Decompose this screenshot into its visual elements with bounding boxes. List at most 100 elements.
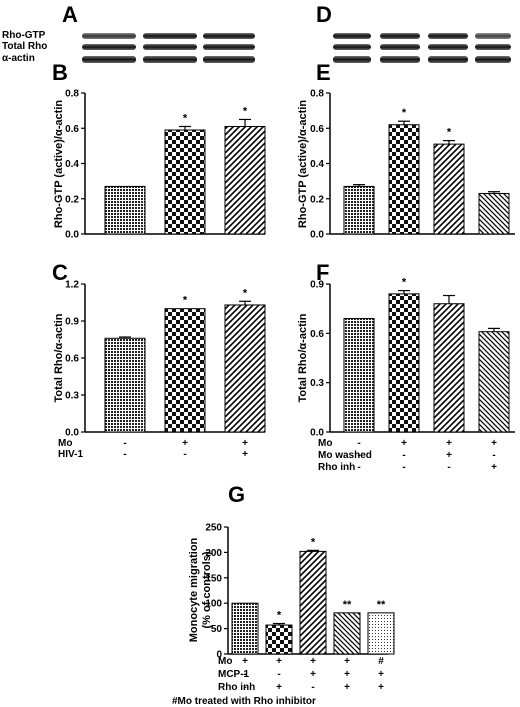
bar [164,129,206,235]
conditions-left: Mo - + +HIV-1- - + [58,438,248,460]
western-blot-a: Rho-GTP Total Rho α-actin [2,30,255,64]
panel-label-c: C [52,260,68,285]
chart-c: 0.0 0.3 0.6 0.9 1.2 Total Rho/α-actin * * [53,280,266,439]
y-tick-label: 0.3 [65,391,79,402]
significance-star: * [447,127,452,139]
y-tick-label: 0.2 [310,194,324,205]
y-axis-label: Total Rho/α-actin [297,313,309,402]
significance-star: * [311,536,316,548]
chart-g: 0 50 100 150 200 250 Monocyte migration(% of c… [188,523,395,661]
blot-label-total-rho: Total Rho [2,41,47,52]
condition-mark: - [277,669,280,680]
chart-f: 0.0 0.3 0.6 0.9 Total Rho/α-actin * [297,277,515,439]
footnote: #Mo treated with Rho inhibitor [172,696,316,707]
significance-star: * [243,287,248,299]
bar [478,192,510,235]
conditions-right: Mo - + + +Mo washed- - + -Rho inh - - - + [318,438,497,473]
condition-mark: + [378,669,384,680]
y-tick-label: 0.6 [310,124,324,135]
y-tick-label: 200 [205,548,222,559]
condition-mark: + [182,438,188,449]
panel-label-g: G [228,482,245,507]
y-tick-label: 0.4 [65,159,79,170]
significance-star: ** [377,599,386,611]
condition-label: Mo [218,656,232,667]
y-tick-label: 0.0 [310,230,324,241]
blot-label-alpha-actin: α-actin [2,53,35,64]
condition-mark: - [447,462,450,473]
condition-mark: - [123,449,126,460]
condition-label: Rho inh [218,682,255,693]
panel-label-e: E [316,60,331,85]
bar [478,331,510,433]
y-tick-label: 0 [216,650,222,661]
bar [343,318,375,433]
condition-mark: + [242,438,248,449]
y-tick-label: 0.0 [65,428,79,439]
condition-mark: - [492,450,495,461]
panel-label-f: F [316,260,329,285]
bar [265,624,293,655]
condition-label: Rho inh [318,462,355,473]
y-axis-label: Rho-GTP (active)/α-actin [53,100,65,228]
condition-mark: - [402,462,405,473]
y-tick-label: 0.3 [310,378,324,389]
y-axis-label: Total Rho/α-actin [53,313,65,402]
condition-mark: + [491,438,497,449]
y-tick-label: 0.0 [310,428,324,439]
condition-mark: + [344,682,350,693]
condition-tables: Mo - + +HIV-1- - +Mo - + + +Mo washed- - + -Rho inh -… [58,438,497,693]
bar [104,337,146,433]
condition-mark: - [357,438,360,449]
condition-mark: - [243,682,246,693]
y-tick-label: 0.4 [310,159,324,170]
blot-label-rho-gtp: Rho-GTP [2,30,46,41]
bar [231,602,259,655]
y-axis-label: Rho-GTP (active)/α-actin [297,100,309,228]
y-tick-label: 50 [211,624,223,635]
panel-label-d: D [316,2,332,27]
bar [333,612,361,655]
y-tick-label: 250 [205,523,222,534]
condition-mark: # [378,656,384,667]
condition-mark: + [310,656,316,667]
y-tick-label: 0.8 [310,89,324,100]
bar [104,185,146,235]
condition-mark: + [276,682,282,693]
y-tick-label: 0.6 [65,354,79,365]
condition-mark: + [378,682,384,693]
y-tick-label: 0.2 [65,194,79,205]
panel-label-b: B [52,60,68,85]
condition-mark: + [401,438,407,449]
condition-mark: - [357,450,360,461]
y-tick-label: 0.9 [65,317,79,328]
bar [224,304,266,433]
condition-mark: + [276,656,282,667]
condition-mark: + [344,656,350,667]
western-blot-d [333,33,511,63]
y-tick-label: 100 [205,599,222,610]
bar [367,612,395,655]
condition-mark: + [491,462,497,473]
condition-mark: - [243,669,246,680]
conditions-bottom: Mo + + + + #MCP-1- - + + +Rho inh- + - + + [218,656,384,693]
bar [343,185,375,235]
y-axis-label: Monocyte migration(% of controls) [188,537,213,642]
y-tick-label: 150 [205,573,222,584]
significance-star: * [277,610,282,622]
significance-star: * [243,105,248,117]
condition-mark: + [242,656,248,667]
y-tick-label: 0.9 [310,280,324,291]
y-tick-label: 1.2 [65,280,79,291]
significance-star: * [402,277,407,289]
significance-star: ** [343,599,352,611]
condition-mark: + [446,450,452,461]
bar [388,124,420,235]
panel-label-a: A [62,2,78,27]
bar [388,293,420,433]
bar [224,125,266,235]
condition-mark: + [310,669,316,680]
